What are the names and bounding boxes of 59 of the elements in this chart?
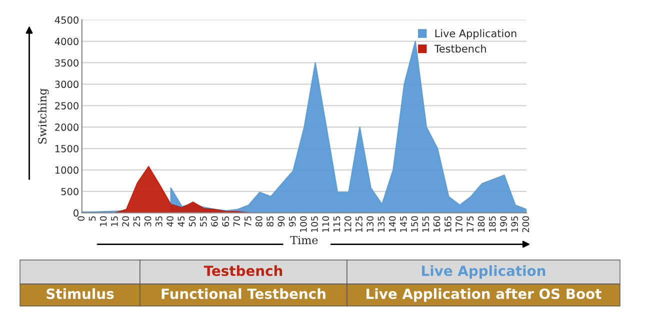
text: Functional Testbench — [162, 288, 326, 300]
x-tick-label: 140 — [388, 216, 396, 232]
legend-label: Testbench — [434, 44, 486, 53]
x-tick-label: 15 — [111, 216, 118, 226]
y-tick-label: 3500 — [55, 59, 78, 67]
x-tick-label: 80 — [256, 216, 262, 226]
x-tick-label: 195 — [511, 216, 518, 232]
x-tick-label: 70 — [233, 216, 240, 226]
x-tick-label: 10 — [100, 216, 107, 226]
x-tick-label: 170 — [456, 216, 462, 232]
x-tick-label: 25 — [133, 216, 140, 226]
text: Stimulus — [46, 288, 114, 300]
y-tick-label: 2000 — [55, 124, 78, 131]
x-tick-label: 120 — [344, 216, 352, 232]
x-tick-label: 185 — [488, 216, 496, 232]
x-tick-label: 20 — [122, 216, 129, 226]
x-tick-label: 125 — [356, 216, 362, 232]
x-tick-label: 0 — [78, 216, 85, 221]
x-axis-title: Time — [290, 236, 318, 244]
x-tick-label: 45 — [178, 216, 185, 227]
x-tick-label: 155 — [422, 216, 430, 232]
x-tick-label: 75 — [244, 216, 252, 226]
x-tick-label: 50 — [188, 216, 196, 226]
x-tick-label: 65 — [222, 216, 230, 226]
y-tick-label: 1500 — [55, 144, 78, 152]
x-tick-label: 130 — [366, 216, 374, 232]
x-tick-label: 135 — [378, 216, 385, 232]
x-tick-label: 30 — [144, 216, 152, 226]
x-tick-label: 160 — [433, 216, 440, 232]
y-tick-label: 4000 — [54, 38, 78, 46]
x-tick-label: 180 — [478, 216, 485, 232]
x-tick-label: 90 — [278, 216, 285, 227]
x-tick-label: 95 — [288, 216, 296, 227]
x-tick-label: 175 — [466, 216, 474, 232]
text: Testbench — [204, 265, 282, 276]
x-tick-label: 150 — [411, 216, 418, 232]
x-tick-label: 190 — [500, 216, 507, 232]
y-axis-title: Switching — [38, 88, 49, 144]
x-tick-label: 85 — [266, 216, 274, 226]
y-tick-label: 500 — [61, 188, 78, 196]
x-tick-label: 35 — [155, 216, 162, 226]
x-tick-label: 115 — [333, 216, 340, 232]
x-tick-label: 55 — [200, 216, 207, 226]
x-tick-label: 5 — [88, 216, 96, 221]
y-tick-label: 1000 — [55, 166, 78, 174]
x-tick-label: 200 — [522, 216, 530, 232]
x-tick-label: 40 — [166, 216, 174, 227]
x-tick-label: 165 — [444, 216, 452, 232]
y-tick-label: 4500 — [54, 16, 78, 24]
x-tick-label: 145 — [400, 216, 407, 232]
text: Live Application — [422, 265, 546, 279]
y-tick-label: 3000 — [55, 80, 78, 88]
x-tick-label: 105 — [311, 216, 318, 232]
x-tick-label: 110 — [322, 216, 330, 232]
text: Live Application after OS Boot — [366, 288, 602, 302]
x-tick-label: 100 — [300, 216, 307, 232]
y-tick-label: 2500 — [55, 102, 78, 110]
legend-label: Live Application — [435, 29, 516, 40]
x-tick-label: 60 — [211, 216, 218, 226]
